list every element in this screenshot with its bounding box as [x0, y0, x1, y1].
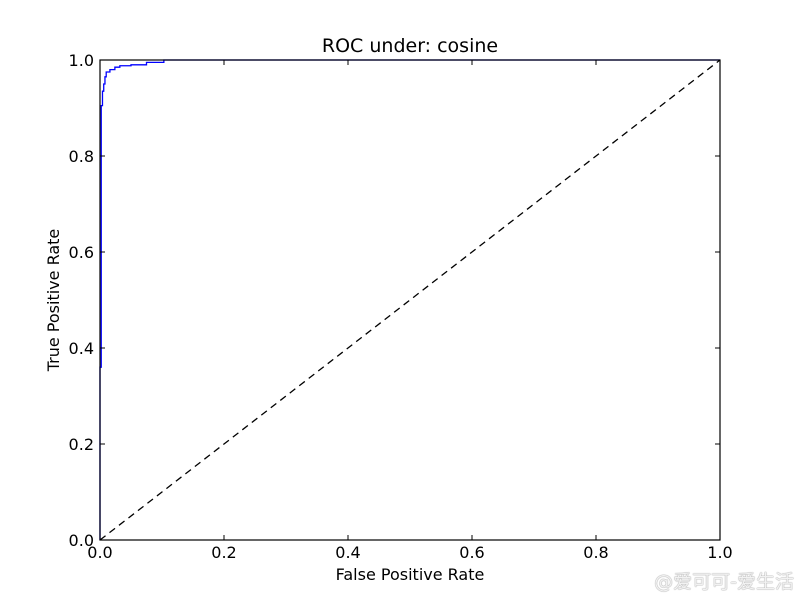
y-tick-label: 1.0: [69, 51, 94, 70]
roc-curve-line: [99, 59, 720, 540]
y-axis-label: True Positive Rate: [44, 229, 63, 373]
x-tick-label: 0.2: [211, 543, 236, 562]
y-tick-label: 0.6: [69, 243, 94, 262]
y-tick-label: 0.2: [69, 435, 94, 454]
y-tick-label: 0.4: [69, 339, 94, 358]
x-tick-label: 0.0: [87, 543, 112, 562]
x-tick-label: 0.8: [583, 543, 608, 562]
x-tick-label: 0.4: [335, 543, 360, 562]
y-tick-label: 0.8: [69, 147, 94, 166]
plot-frame: [99, 59, 721, 541]
x-axis-label: False Positive Rate: [336, 565, 485, 584]
x-tick-label: 1.0: [707, 543, 732, 562]
chart-title: ROC under: cosine: [322, 35, 498, 57]
y-tick-label: 0.0: [69, 531, 94, 550]
watermark-text: @爱可可-爱生活: [654, 571, 794, 593]
x-tick-label: 0.6: [459, 543, 484, 562]
chance-diagonal-line: [99, 59, 721, 541]
